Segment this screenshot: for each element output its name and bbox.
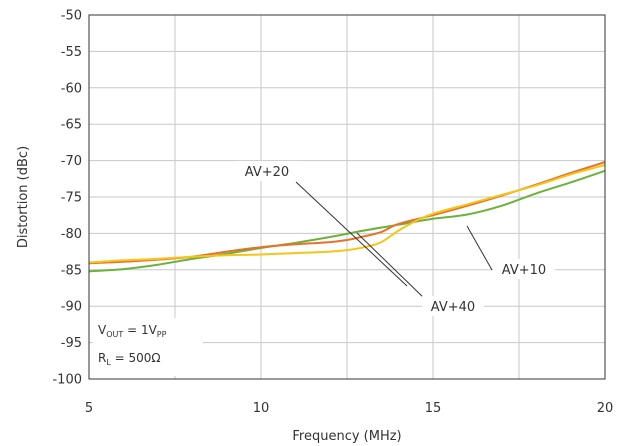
y-tick-label: -50 <box>61 9 82 24</box>
vout-condition: VOUT = 1VPP <box>98 323 167 339</box>
y-tick-label: -100 <box>52 373 82 388</box>
annotation-leader-ann-av20 <box>295 181 408 287</box>
plot-frame <box>88 14 606 380</box>
annotation-labels: AV+20 AV+10 AV+40 <box>236 161 555 316</box>
rl-condition: RL = 500Ω <box>98 351 161 367</box>
annotation-label-ann-av20: AV+20 <box>245 165 289 180</box>
x-axis-title: Frequency (MHz) <box>292 429 401 444</box>
y-tick-label: -70 <box>61 154 82 169</box>
annotation-leader-ann-av40 <box>356 232 427 301</box>
annotation-leaders <box>295 181 493 301</box>
y-tick-label: -60 <box>61 81 82 96</box>
y-tick-label: -90 <box>61 300 82 315</box>
conditions-bg <box>93 318 203 376</box>
x-tick-label: 15 <box>425 401 442 416</box>
annotation-bg-ann-av10 <box>493 259 555 279</box>
annotation-label-ann-av40: AV+40 <box>431 300 475 315</box>
series-line-av-40 <box>88 164 606 264</box>
y-tick-label: -95 <box>61 336 82 351</box>
annotation-bg-ann-av20 <box>236 161 298 181</box>
y-axis-title: Distortion (dBc) <box>16 146 31 248</box>
series-line-av-10 <box>88 169 606 273</box>
x-tick-label: 20 <box>597 401 614 416</box>
y-tick-label: -55 <box>61 45 82 60</box>
annotation-bg-ann-av40 <box>422 296 484 316</box>
annotation-leader-ann-av10 <box>466 225 493 271</box>
y-tick-label: -80 <box>61 227 82 242</box>
annotation-label-ann-av10: AV+10 <box>502 263 546 278</box>
x-tick-label: 5 <box>85 401 93 416</box>
x-tick-label: 10 <box>253 401 270 416</box>
y-tick-label: -85 <box>61 263 82 278</box>
y-tick-label: -75 <box>61 191 82 206</box>
y-tick-label: -65 <box>61 118 82 133</box>
